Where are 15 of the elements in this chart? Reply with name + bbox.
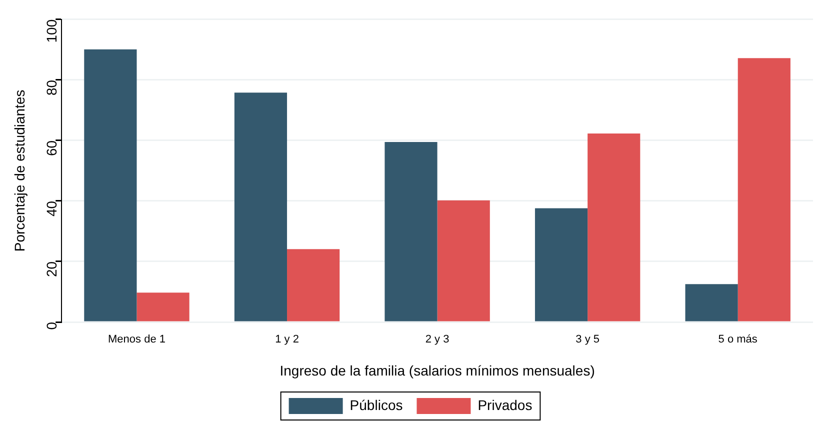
x-axis-title: Ingreso de la familia (salarios mínimos mensuales) [280, 362, 595, 378]
x-tick-label: 5 o más [718, 334, 758, 346]
y-tick-label: 60 [43, 140, 60, 156]
x-tick-label: 2 y 3 [425, 334, 450, 346]
x-tick-label: Menos de 1 [108, 334, 166, 346]
x-tick-label: 3 y 5 [576, 334, 600, 346]
x-tick-label: 1 y 2 [275, 334, 299, 346]
y-tick-label: 0 [43, 322, 60, 330]
y-tick-label: 20 [43, 261, 60, 278]
legend-label: Privados [478, 396, 532, 413]
y-tick-label: 100 [43, 19, 60, 43]
legend-label: Públicos [350, 396, 403, 413]
y-axis-title: Porcentaje de estudiantes [11, 90, 28, 252]
y-tick-label: 80 [43, 80, 60, 96]
y-tick-label: 40 [43, 200, 60, 217]
